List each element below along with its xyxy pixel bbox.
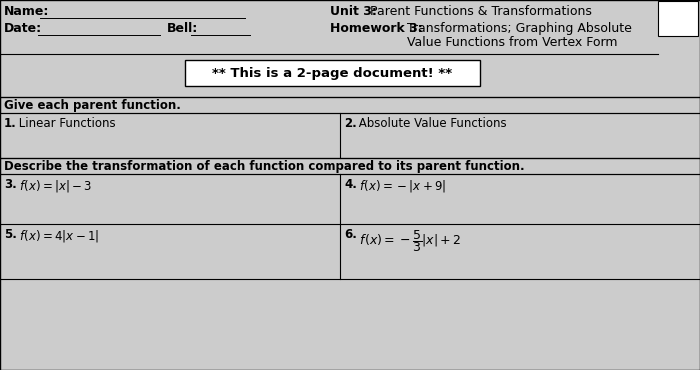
Text: $\it{f}$$(x)=4|x-1|$: $\it{f}$$(x)=4|x-1|$: [16, 228, 99, 244]
Text: Describe the transformation of each function compared to its parent function.: Describe the transformation of each func…: [4, 160, 524, 173]
Text: Date:: Date:: [4, 22, 42, 35]
Text: Parent Functions & Transformations: Parent Functions & Transformations: [366, 5, 592, 18]
Text: Give each parent function.: Give each parent function.: [4, 99, 181, 112]
Text: 4.: 4.: [344, 178, 357, 191]
Text: 5.: 5.: [4, 228, 17, 241]
Text: 1.: 1.: [4, 117, 17, 130]
Text: Absolute Value Functions: Absolute Value Functions: [355, 117, 507, 130]
Text: Name:: Name:: [4, 5, 50, 18]
Bar: [185, 60, 480, 86]
Text: Bell:: Bell:: [167, 22, 198, 35]
Bar: [0, 97, 700, 113]
Text: 2.: 2.: [344, 117, 357, 130]
Bar: [658, 1, 698, 36]
Text: Transformations; Graphing Absolute: Transformations; Graphing Absolute: [407, 22, 632, 35]
Bar: [0, 158, 700, 174]
Text: 6.: 6.: [344, 228, 357, 241]
Text: Value Functions from Vertex Form: Value Functions from Vertex Form: [407, 36, 617, 49]
Text: Linear Functions: Linear Functions: [15, 117, 116, 130]
Text: $\it{f}$$(x)=-|x+9|$: $\it{f}$$(x)=-|x+9|$: [356, 178, 446, 194]
Text: Unit 3:: Unit 3:: [330, 5, 377, 18]
Text: ** This is a 2-page document! **: ** This is a 2-page document! **: [212, 67, 453, 80]
Text: 3.: 3.: [4, 178, 17, 191]
Text: $\it{f}$$(x)=-\dfrac{5}{3}|x|+2$: $\it{f}$$(x)=-\dfrac{5}{3}|x|+2$: [356, 228, 461, 254]
Text: Homework 3:: Homework 3:: [330, 22, 423, 35]
Text: $\it{f}$$(x)=|x|-3$: $\it{f}$$(x)=|x|-3$: [16, 178, 92, 194]
